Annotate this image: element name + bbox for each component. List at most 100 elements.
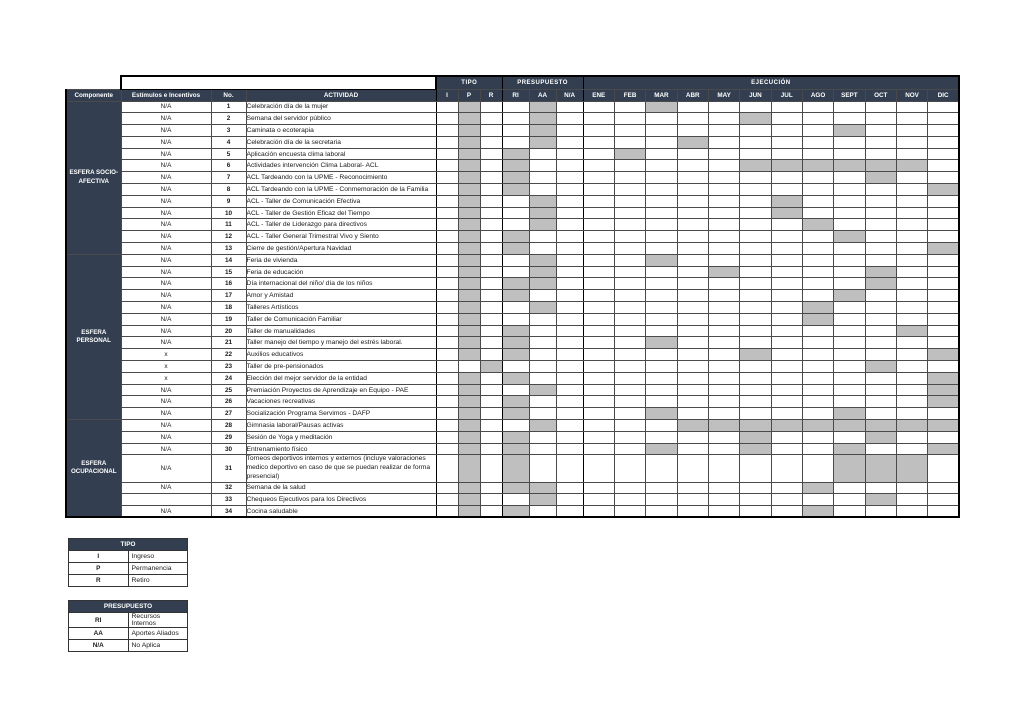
month-ENE-cell [582,124,615,137]
estimulos-cell: N/A [120,430,212,444]
month-header-DIC: DIC [927,88,961,102]
month-DIC-cell [927,430,961,444]
month-MAR-cell [645,442,678,456]
estimulos-cell: N/A [120,407,212,421]
legend-table-tipo: TIPO I Ingreso P Permanencia R Retiro [68,538,188,587]
tipo-R-cell [479,493,503,507]
presupuesto-NA-cell [555,253,584,267]
month-ENE-cell [582,135,615,149]
month-JUN-cell [739,183,772,196]
row-number: 11 [210,218,247,232]
presupuesto-RI-cell [501,324,530,338]
month-FEB-cell [613,277,647,291]
row-number: 20 [210,324,247,338]
presupuesto-AA-cell [528,159,557,173]
month-SEPT-cell [833,242,866,255]
month-JUN-cell [739,301,772,314]
presupuesto-AA-cell [528,301,557,314]
month-MAY-cell [707,135,741,149]
presupuesto-NA-cell [555,395,584,409]
tipo-R-cell [479,481,503,495]
tipo-P-cell [457,481,481,495]
month-AGO-cell [801,171,835,185]
month-SEPT-cell [833,395,866,409]
tipo-R-cell [479,289,503,303]
presupuesto-RI-cell [501,454,530,483]
tipo-I-cell [435,277,459,291]
presupuesto-AA-cell [528,206,557,220]
month-MAY-cell [707,324,741,338]
month-MAY-cell [707,218,741,232]
row-number: 30 [210,442,247,456]
tipo-group-header: TIPO [435,75,503,90]
month-JUN-cell [739,419,772,432]
month-DIC-cell [927,277,961,291]
tipo-I-cell [435,383,459,397]
month-DIC-cell [927,124,961,137]
month-DIC-cell [927,407,961,421]
month-MAR-cell [645,371,678,385]
presupuesto-RI-cell [501,253,530,267]
presupuesto-RI-cell [501,348,530,362]
month-FEB-cell [613,183,647,196]
month-JUL-cell [770,371,803,385]
presupuesto-NA-cell [555,194,584,208]
presupuesto-NA-cell [555,183,584,196]
month-MAY-cell [707,277,741,291]
estimulos-cell: N/A [120,312,212,326]
tipo-P-cell [457,171,481,185]
month-NOV-cell [895,383,929,397]
month-OCT-cell [864,312,897,326]
tipo-R-cell [479,407,503,421]
month-SEPT-cell [833,348,866,362]
activity-cell: ACL Tardeando con la UPME - Reconocimien… [245,171,437,185]
tipo-P-cell [457,124,481,137]
tipo-P-cell [457,360,481,373]
tipo-R-cell [479,159,503,173]
activity-cell: ACL - Taller General Trimestral Vivo y S… [245,230,437,244]
activity-cell: Taller manejo del tiempo y manejo del es… [245,336,437,350]
row-number: 19 [210,312,247,326]
presupuesto-NA-cell [555,230,584,244]
month-OCT-cell [864,230,897,244]
row-number: 16 [210,277,247,291]
month-MAR-cell [645,407,678,421]
tipo-P-cell [457,336,481,350]
month-ENE-cell [582,289,615,303]
presupuesto-NA-cell [555,124,584,137]
tipo-R-cell [479,218,503,232]
month-OCT-cell [864,159,897,173]
presupuesto-AA-cell [528,171,557,185]
month-ABR-cell [676,100,709,114]
month-FEB-cell [613,407,647,421]
tipo-P-cell [457,265,481,279]
presupuesto-AA-cell [528,312,557,326]
month-MAR-cell [645,135,678,149]
month-ENE-cell [582,442,615,456]
month-OCT-cell [864,135,897,149]
month-OCT-cell [864,383,897,397]
month-DIC-cell [927,183,961,196]
month-JUN-cell [739,442,772,456]
tipo-R-cell [479,171,503,185]
month-DIC-cell [927,324,961,338]
tipo-I-cell [435,312,459,326]
month-AGO-cell [801,147,835,161]
legend-title: TIPO [68,538,188,551]
tipo-R-cell [479,183,503,196]
presupuesto-RI-cell [501,171,530,185]
month-JUN-cell [739,348,772,362]
tipo-I-cell [435,112,459,126]
month-MAR-cell [645,383,678,397]
month-MAR-cell [645,277,678,291]
month-JUN-cell [739,171,772,185]
month-JUN-cell [739,135,772,149]
tipo-P-cell [457,147,481,161]
legend-label: No Aplica [127,639,188,652]
presupuesto-AA-cell [528,442,557,456]
component-label: ESFERA PERSONAL [65,253,122,421]
tipo-P-cell [457,312,481,326]
month-AGO-cell [801,124,835,137]
estimulos-cell: x [120,348,212,362]
month-JUL-cell [770,100,803,114]
